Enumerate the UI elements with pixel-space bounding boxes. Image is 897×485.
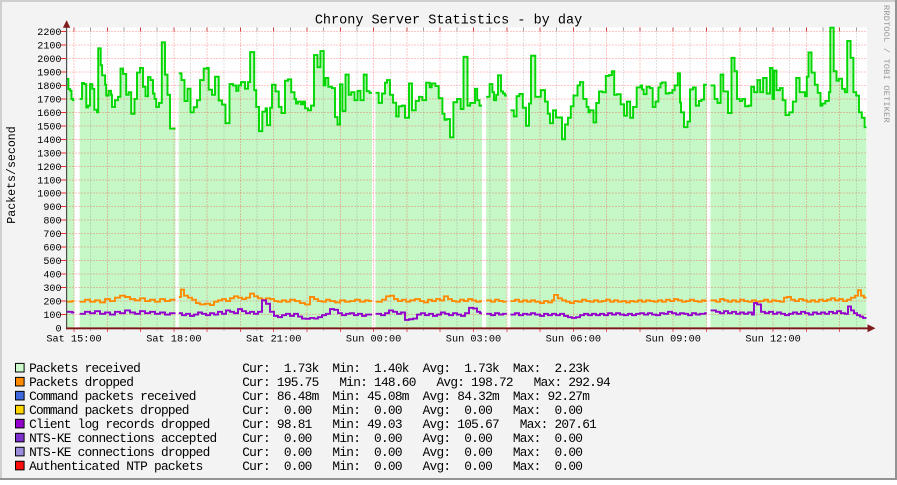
svg-text:1600: 1600 bbox=[37, 109, 61, 120]
svg-text:Authenticated NTP packets: Authenticated NTP packets bbox=[29, 459, 203, 474]
svg-text:Client log records dropped: Client log records dropped bbox=[29, 417, 209, 432]
svg-text:Sun 00:00: Sun 00:00 bbox=[346, 333, 401, 345]
svg-text:1100: 1100 bbox=[37, 176, 61, 187]
svg-text:Sun 12:00: Sun 12:00 bbox=[745, 333, 800, 345]
svg-text:600: 600 bbox=[43, 244, 61, 255]
svg-text:NTS-KE connections accepted: NTS-KE connections accepted bbox=[29, 431, 216, 446]
svg-text:100: 100 bbox=[43, 311, 61, 322]
svg-text:200: 200 bbox=[43, 298, 61, 309]
svg-text:Cur: 86.48m Min: 45.08m Avg:: Cur: 86.48m Min: 45.08m Avg: 84.32m Max:… bbox=[242, 389, 590, 404]
svg-text:0: 0 bbox=[55, 325, 61, 336]
svg-text:900: 900 bbox=[43, 203, 61, 214]
svg-text:Cur: 0.00 Min: 0.00 Avg:: Cur: 0.00 Min: 0.00 Avg: 0.00 Max: 0.00 bbox=[242, 445, 582, 460]
svg-text:300: 300 bbox=[43, 284, 61, 295]
svg-text:2000: 2000 bbox=[37, 55, 61, 66]
svg-text:2100: 2100 bbox=[37, 41, 61, 52]
svg-text:1200: 1200 bbox=[37, 163, 61, 174]
svg-text:Chrony Server Statistics - by: Chrony Server Statistics - by day bbox=[315, 14, 582, 29]
svg-text:Sat 18:00: Sat 18:00 bbox=[146, 333, 201, 345]
svg-text:NTS-KE connections dropped: NTS-KE connections dropped bbox=[29, 445, 209, 460]
svg-text:Sun 03:00: Sun 03:00 bbox=[446, 333, 501, 345]
svg-text:Packets dropped: Packets dropped bbox=[29, 375, 133, 390]
svg-text:Sun 09:00: Sun 09:00 bbox=[646, 333, 701, 345]
svg-text:Sun 06:00: Sun 06:00 bbox=[546, 333, 601, 345]
svg-text:1700: 1700 bbox=[37, 95, 61, 106]
svg-text:Command packets dropped: Command packets dropped bbox=[29, 403, 189, 418]
svg-text:1000: 1000 bbox=[37, 190, 61, 201]
svg-text:1500: 1500 bbox=[37, 122, 61, 133]
svg-text:Packets/second: Packets/second bbox=[6, 126, 19, 223]
svg-text:Cur: 0.00 Min: 0.00 Avg:: Cur: 0.00 Min: 0.00 Avg: 0.00 Max: 0.00 bbox=[242, 459, 582, 474]
svg-text:1900: 1900 bbox=[37, 68, 61, 79]
svg-text:Cur: 98.81 Min: 49.03 Avg:: Cur: 98.81 Min: 49.03 Avg: 105.67 Max: 2… bbox=[242, 417, 597, 432]
svg-text:800: 800 bbox=[43, 217, 61, 228]
svg-text:Sat 15:00: Sat 15:00 bbox=[46, 333, 101, 345]
svg-text:700: 700 bbox=[43, 230, 61, 241]
svg-text:RRDTOOL / TOBI OETIKER: RRDTOOL / TOBI OETIKER bbox=[881, 5, 891, 123]
svg-text:400: 400 bbox=[43, 271, 61, 282]
svg-text:1300: 1300 bbox=[37, 149, 61, 160]
svg-text:Cur: 0.00 Min: 0.00 Avg:: Cur: 0.00 Min: 0.00 Avg: 0.00 Max: 0.00 bbox=[242, 431, 582, 446]
svg-text:Packets received: Packets received bbox=[29, 361, 140, 376]
svg-text:2200: 2200 bbox=[37, 28, 61, 39]
svg-text:1400: 1400 bbox=[37, 136, 61, 147]
svg-text:Sat 21:00: Sat 21:00 bbox=[246, 333, 301, 345]
svg-text:500: 500 bbox=[43, 257, 61, 268]
svg-text:Cur: 195.75 Min: 148.60 Av: Cur: 195.75 Min: 148.60 Avg: 198.72 Max:… bbox=[242, 375, 611, 390]
svg-text:1800: 1800 bbox=[37, 82, 61, 93]
svg-text:Cur: 0.00 Min: 0.00 Avg:: Cur: 0.00 Min: 0.00 Avg: 0.00 Max: 0.00 bbox=[242, 403, 582, 418]
svg-text:Command packets received: Command packets received bbox=[29, 389, 196, 404]
svg-text:Cur: 1.73k Min: 1.40k Avg:: Cur: 1.73k Min: 1.40k Avg: 1.73k Max: 2.… bbox=[242, 361, 590, 376]
